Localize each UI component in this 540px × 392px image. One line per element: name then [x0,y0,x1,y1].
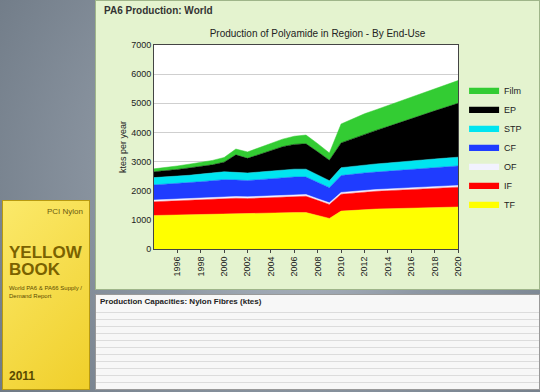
html-text:World PA6 & PA66 Supply / Dema: World PA6 & PA66 Supply / Demand Report [9,285,82,299]
svg-text:EP: EP [504,105,516,115]
svg-text:Film: Film [504,86,521,96]
svg-text:OF: OF [504,162,517,172]
svg-text:5000: 5000 [131,98,151,108]
svg-text:2006: 2006 [289,257,299,277]
svg-text:CF: CF [504,143,516,153]
svg-text:3000: 3000 [131,157,151,167]
svg-text:1000: 1000 [131,215,151,225]
svg-text:7000: 7000 [131,40,151,50]
svg-text:1998: 1998 [196,257,206,277]
svg-text:2020: 2020 [453,257,463,277]
html-text:Production Capacities: Nylon F: Production Capacities: Nylon Fibres (kte… [100,297,262,306]
svg-text:2000: 2000 [131,186,151,196]
svg-text:Production of Polyamide in Reg: Production of Polyamide in Region - By E… [210,28,426,39]
svg-text:2018: 2018 [430,257,440,277]
html-text:2011: 2011 [9,369,35,383]
svg-text:2000: 2000 [219,257,229,277]
svg-text:IF: IF [504,181,513,191]
svg-text:2008: 2008 [313,257,323,277]
svg-text:2012: 2012 [359,257,369,277]
svg-text:1996: 1996 [172,257,182,277]
svg-text:0: 0 [146,244,151,254]
svg-text:TF: TF [504,200,515,210]
svg-text:2014: 2014 [383,257,393,277]
svg-text:2010: 2010 [336,257,346,277]
html-text:PCI Nylon: PCI Nylon [47,207,83,216]
svg-text:ktes per year: ktes per year [118,121,128,173]
svg-text:STP: STP [504,124,522,134]
html-text:YELLOW BOOK: YELLOW BOOK [9,243,82,279]
html-text:PA6 Production: World: PA6 Production: World [104,5,213,16]
svg-text:2002: 2002 [242,257,252,277]
svg-text:4000: 4000 [131,128,151,138]
svg-text:6000: 6000 [131,69,151,79]
svg-text:2016: 2016 [406,257,416,277]
svg-text:2004: 2004 [266,257,276,277]
